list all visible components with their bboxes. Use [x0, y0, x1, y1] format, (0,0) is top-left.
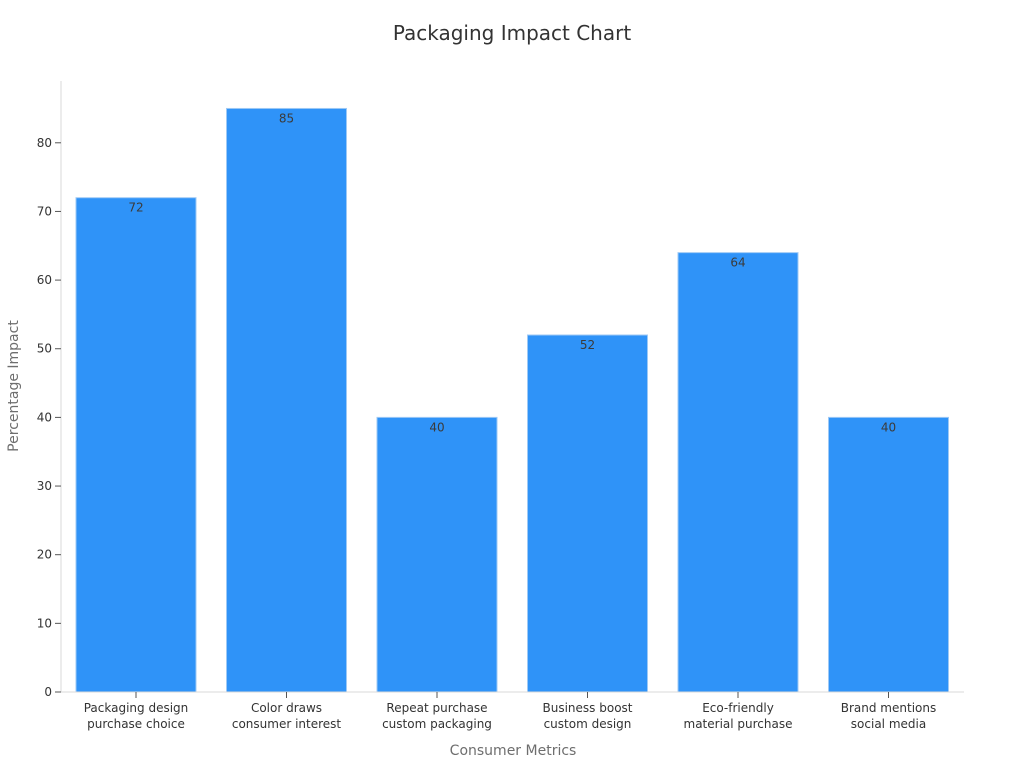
bar: [226, 107, 347, 693]
y-tick-label: 0: [44, 685, 52, 699]
bar: [677, 252, 799, 693]
y-tick-label: 50: [37, 342, 52, 356]
data-label: 85: [279, 111, 294, 125]
x-tick-label: Color draws: [251, 701, 322, 715]
x-tick-label: custom packaging: [382, 717, 492, 731]
y-tick-label: 60: [37, 273, 52, 287]
x-tick-label: consumer interest: [232, 717, 342, 731]
data-label: 72: [128, 201, 143, 215]
bar: [527, 334, 648, 693]
data-label: 52: [580, 338, 595, 352]
data-label: 64: [730, 256, 745, 270]
y-tick-label: 10: [37, 616, 52, 630]
y-tick-label: 80: [37, 136, 52, 150]
y-tick-label: 70: [37, 204, 52, 218]
x-tick-label: social media: [851, 717, 926, 731]
data-label: 40: [429, 420, 444, 434]
x-tick-label: custom design: [544, 717, 632, 731]
data-labels-layer: 72 85 40 52 64 40: [128, 111, 896, 434]
x-tick-label: material purchase: [684, 717, 793, 731]
y-tick-label: 30: [37, 479, 52, 493]
bar: [75, 197, 197, 693]
y-axis-label: Percentage Impact: [6, 320, 22, 452]
bar: [376, 416, 498, 693]
x-tick-label: Repeat purchase: [386, 701, 487, 715]
x-tick-label: Packaging design: [84, 701, 189, 715]
axes-layer: 0 10 20 30 40 50 60 70 80 Packaging design purchas…: [37, 81, 964, 731]
chart-title: Packaging Impact Chart: [393, 21, 632, 45]
y-tick-label: 20: [37, 548, 52, 562]
bar: [828, 416, 949, 693]
x-tick-label: Eco-friendly: [702, 701, 774, 715]
bars-layer: [75, 107, 949, 693]
y-tick-label: 40: [37, 410, 52, 424]
x-tick-label: Brand mentions: [841, 701, 936, 715]
x-tick-label: purchase choice: [87, 717, 185, 731]
x-axis-label: Consumer Metrics: [450, 743, 577, 759]
data-label: 40: [881, 420, 896, 434]
x-tick-label: Business boost: [543, 701, 633, 715]
